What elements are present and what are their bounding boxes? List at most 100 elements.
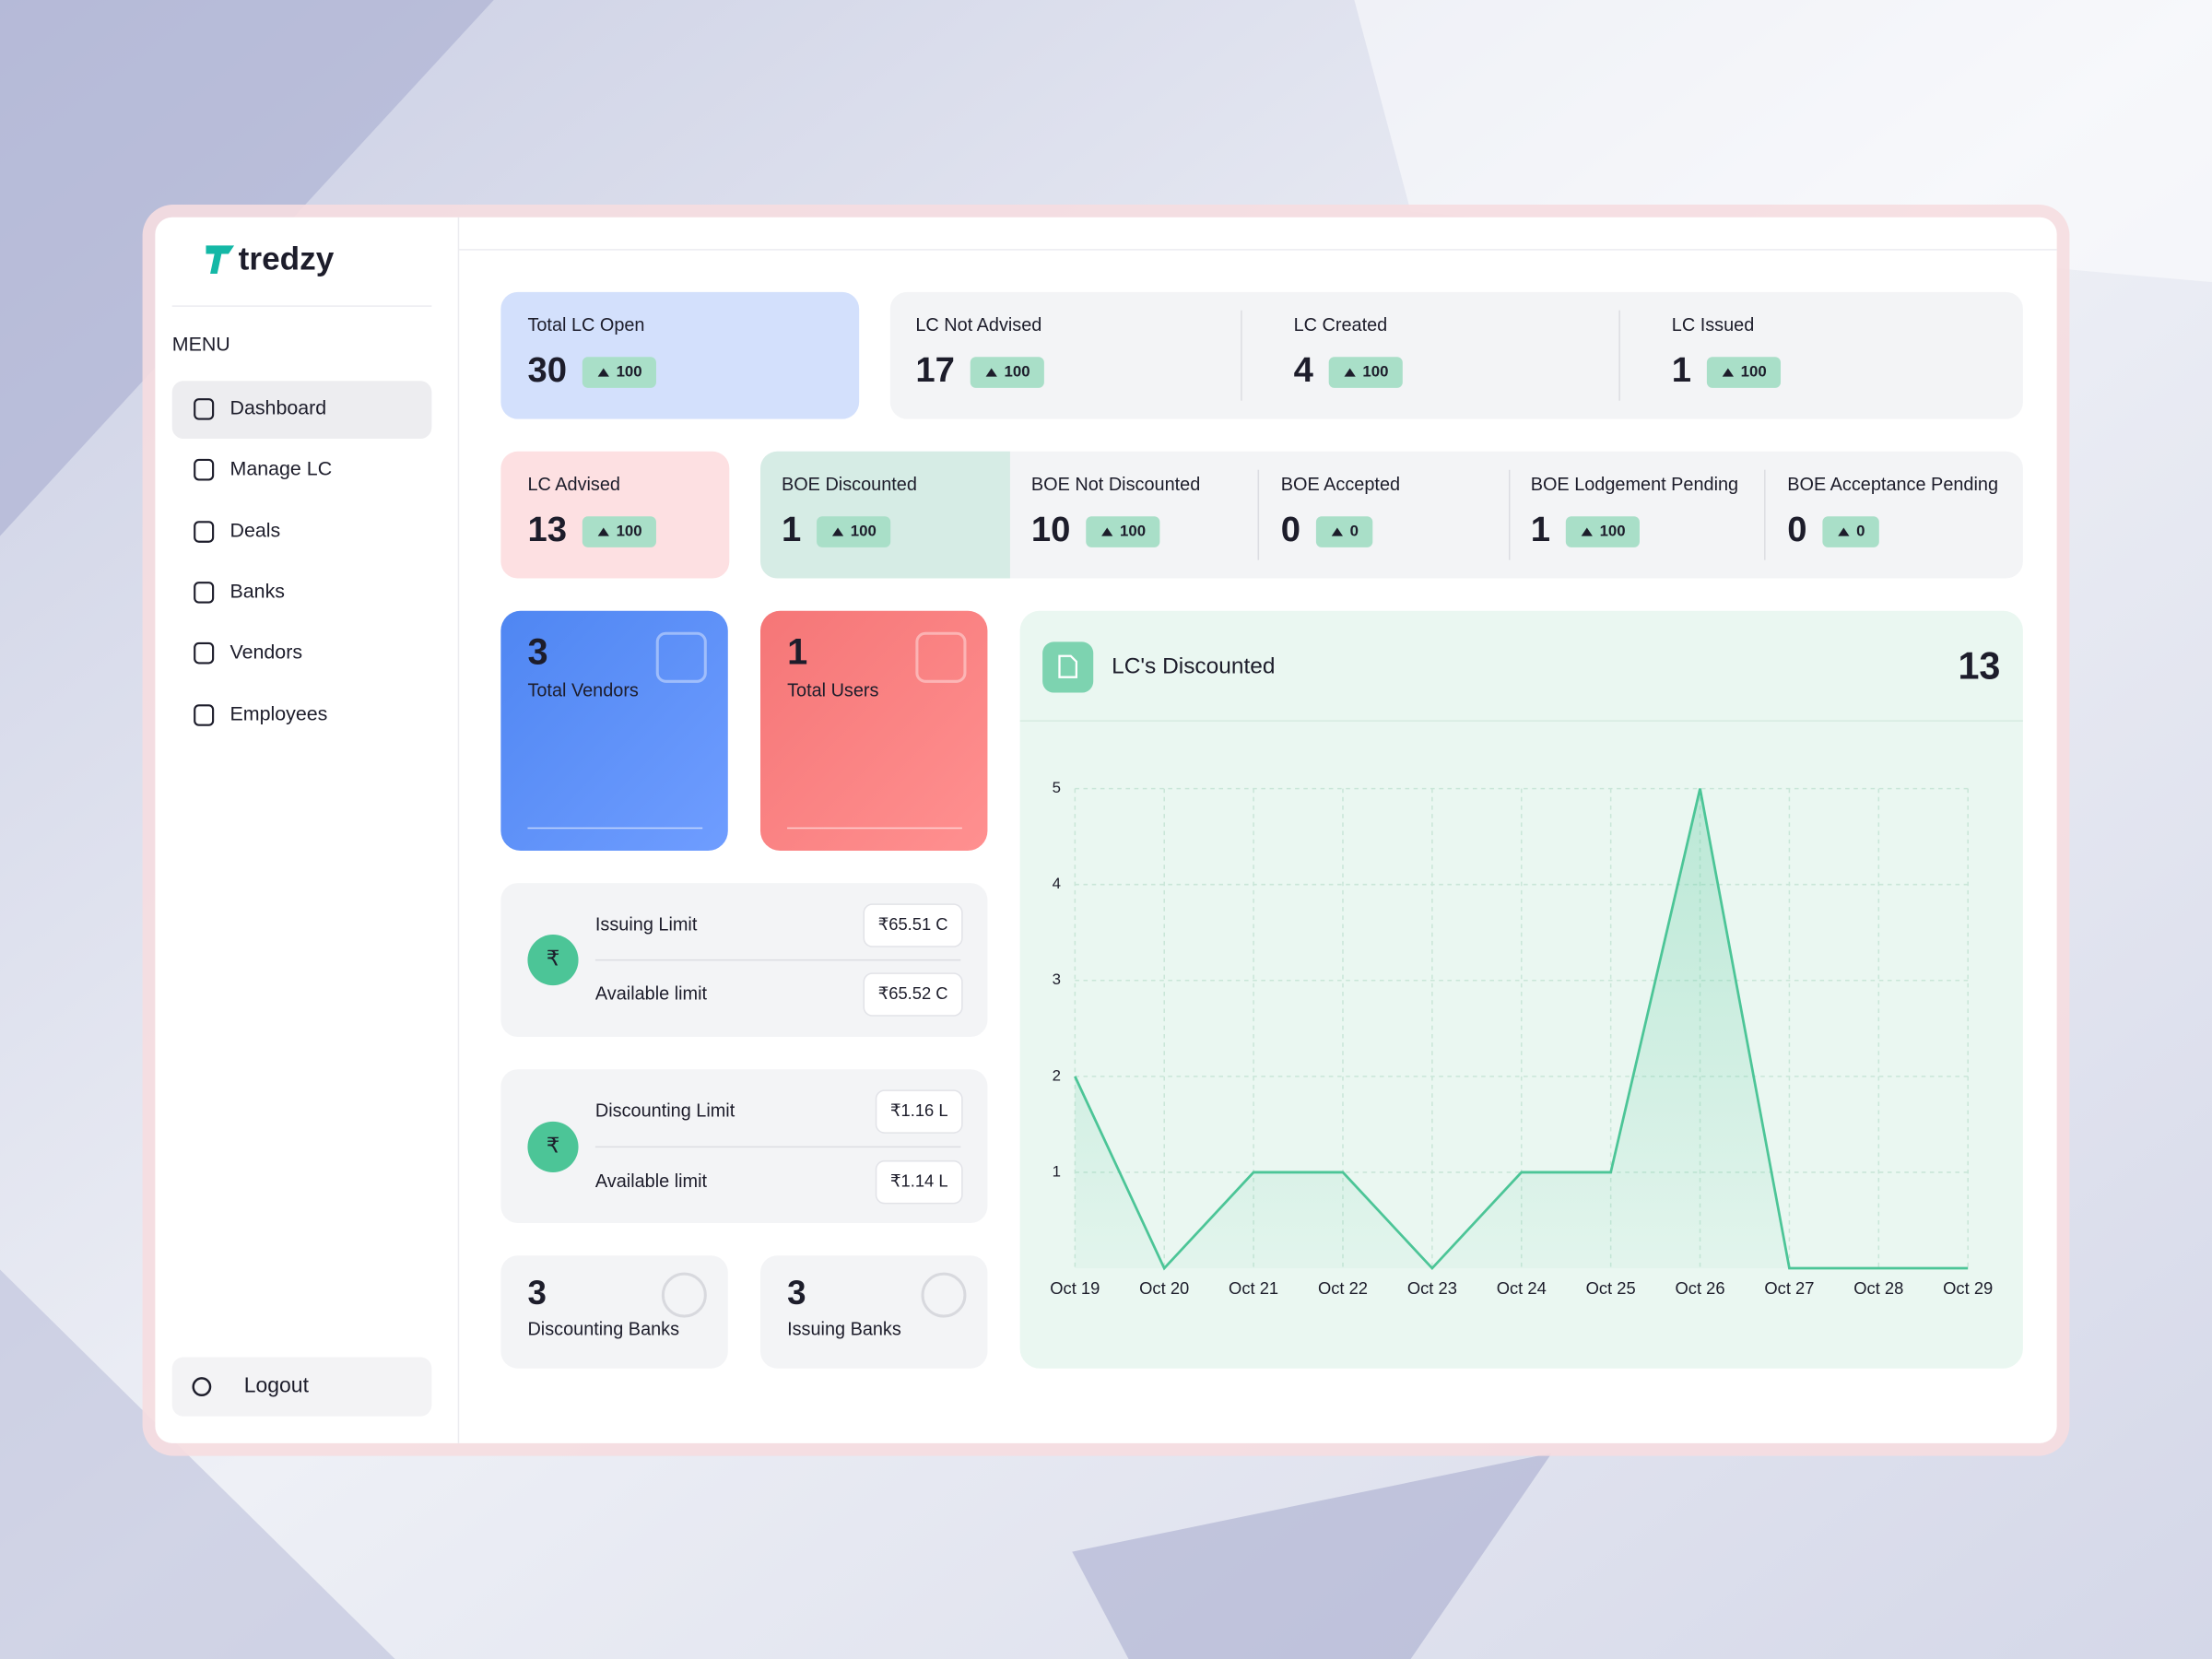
bank-icon <box>921 1272 967 1318</box>
menu-item[interactable]: Manage LC <box>229 457 332 479</box>
change-badge <box>1565 516 1640 547</box>
stat-label: BOE Accepted <box>1281 475 1400 495</box>
stat-value: 0 <box>1787 510 1806 549</box>
logout-label[interactable]: Logout <box>244 1373 310 1397</box>
stat-label: LC Created <box>1294 315 1388 335</box>
stat-label: BOE Acceptance Pending <box>1787 475 1998 495</box>
bank-value: 3 <box>787 1274 806 1312</box>
stat-value: 0 <box>1281 510 1300 549</box>
change-arrow <box>1581 527 1593 536</box>
limit-label: Discounting Limit <box>595 1100 735 1121</box>
stat-label: LC Advised <box>527 475 620 495</box>
x-tick-label: Oct 29 <box>1943 1278 1993 1298</box>
change-arrow <box>985 368 997 377</box>
stat-value: 1 <box>782 510 801 549</box>
bank-card <box>500 1255 728 1369</box>
tile-icon <box>915 631 967 683</box>
change-badge-label: 100 <box>617 363 642 381</box>
limit-label: Available limit <box>595 1171 708 1192</box>
stat-value: 1 <box>1672 350 1691 390</box>
menu-icon <box>194 458 215 481</box>
menu-icon <box>194 704 215 726</box>
menu-icon <box>194 521 215 543</box>
menu-item[interactable]: Dashboard <box>229 397 326 419</box>
stat-label: BOE Lodgement Pending <box>1531 475 1738 495</box>
chart-total: 13 <box>1958 644 2000 687</box>
y-tick-label: 3 <box>1053 971 1061 988</box>
x-tick-label: Oct 19 <box>1050 1278 1100 1298</box>
bank-label: Issuing Banks <box>787 1320 901 1340</box>
change-arrow <box>597 368 609 377</box>
limit-amount: ₹65.52 C <box>878 983 948 1003</box>
limit-label: Issuing Limit <box>595 914 698 935</box>
stat-value: 17 <box>915 350 955 390</box>
tile-icon <box>655 631 707 683</box>
stat-group <box>889 291 2023 419</box>
limit-amount: ₹1.16 L <box>890 1100 948 1120</box>
change-badge <box>1328 357 1403 388</box>
change-arrow <box>597 527 609 536</box>
x-tick-label: Oct 20 <box>1139 1278 1189 1298</box>
rupee-icon <box>527 1121 579 1172</box>
change-badge <box>582 516 656 547</box>
change-badge-label: 100 <box>1741 363 1767 381</box>
rupee-symbol: ₹ <box>547 1133 560 1157</box>
bank-value: 3 <box>527 1274 546 1312</box>
stat-value: 4 <box>1294 350 1314 390</box>
change-badge-label: 100 <box>1362 363 1388 381</box>
logout-button[interactable] <box>171 1357 432 1417</box>
chart-icon-doc <box>1058 654 1078 678</box>
menu-item[interactable]: Vendors <box>229 641 302 663</box>
limit-amount: ₹65.51 C <box>878 914 948 934</box>
tile-value: 1 <box>787 632 807 673</box>
stat-label: LC Issued <box>1672 315 1755 335</box>
stat-value: 13 <box>527 510 567 549</box>
x-tick-label: Oct 23 <box>1407 1278 1457 1298</box>
logout-icon <box>192 1377 212 1396</box>
stat-value: 10 <box>1031 510 1071 549</box>
y-tick-label: 1 <box>1053 1162 1061 1180</box>
limit-label: Available limit <box>595 983 708 1004</box>
chart-icon <box>1042 641 1094 693</box>
summary-tile <box>500 610 728 851</box>
x-tick-label: Oct 27 <box>1764 1278 1814 1298</box>
menu-active[interactable] <box>171 381 432 440</box>
stat-value: 1 <box>1531 510 1550 549</box>
menu-item[interactable]: Banks <box>229 581 285 603</box>
change-badge <box>582 357 656 388</box>
stat-card <box>500 451 730 579</box>
menu-icon <box>194 582 215 604</box>
change-arrow <box>1722 368 1734 377</box>
logo: tredzy <box>239 241 335 276</box>
change-arrow <box>1101 527 1113 536</box>
change-badge-label: 100 <box>617 522 642 539</box>
change-arrow <box>831 527 844 536</box>
change-badge <box>1706 357 1782 388</box>
limit-amount: ₹1.14 L <box>890 1171 948 1190</box>
line <box>1074 788 1969 1271</box>
bank-label: Discounting Banks <box>527 1320 679 1340</box>
change-arrow <box>1331 527 1343 536</box>
limit-amount-box <box>875 1089 963 1134</box>
tile-label: Total Users <box>787 680 878 700</box>
menu-item[interactable]: Employees <box>229 703 327 725</box>
x-tick-label: Oct 24 <box>1497 1278 1547 1298</box>
y-tick-label: 4 <box>1053 875 1061 892</box>
change-badge-label: 100 <box>851 522 877 539</box>
change-arrow <box>1344 368 1356 377</box>
x-tick-label: Oct 22 <box>1318 1278 1368 1298</box>
change-badge-label: 100 <box>1120 522 1146 539</box>
y-tick-label: 2 <box>1053 1066 1061 1084</box>
stat-label: BOE Discounted <box>782 475 917 495</box>
x-tick-label: Oct 26 <box>1675 1278 1724 1298</box>
chart-title: LC's Discounted <box>1112 653 1275 678</box>
bg-shape <box>1072 1453 1552 1659</box>
menu-item[interactable]: Deals <box>229 520 280 542</box>
menu-icon <box>194 641 215 665</box>
change-badge <box>1315 516 1373 547</box>
change-arrow <box>1838 527 1850 536</box>
limit-amount-box <box>875 1159 963 1205</box>
change-badge <box>1822 516 1879 547</box>
bank-card <box>760 1255 988 1369</box>
